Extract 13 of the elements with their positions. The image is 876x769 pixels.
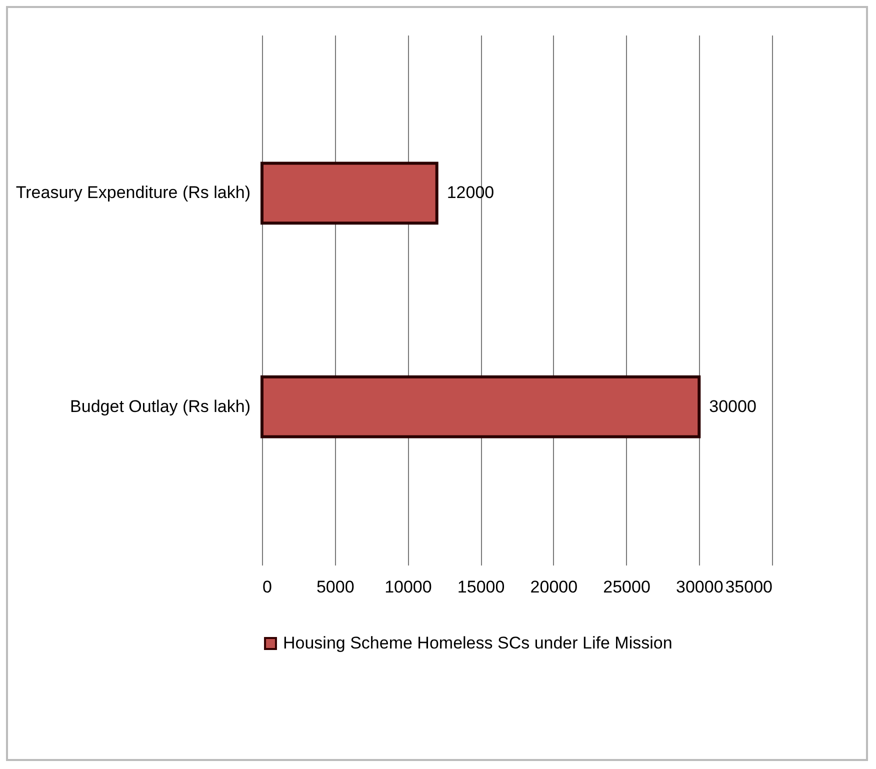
data-label: 30000	[709, 396, 756, 416]
x-tick-label: 35000	[725, 578, 772, 596]
x-tick-label: 20000	[530, 578, 578, 596]
x-tick-label: 0	[262, 578, 272, 596]
y-tick-label: Budget Outlay (Rs lakh)	[70, 396, 250, 416]
x-tick-label: 15000	[457, 578, 505, 596]
x-tick-label: 5000	[316, 578, 354, 596]
x-tick-label: 25000	[603, 578, 650, 596]
x-tick-label: 30000	[676, 578, 724, 596]
y-tick-label: Treasury Expenditure (Rs lakh)	[16, 183, 250, 202]
x-tick-label: 10000	[384, 578, 432, 596]
legend-label: Housing Scheme Homeless SCs under Life Mission	[283, 634, 672, 652]
data-label: 12000	[446, 183, 494, 202]
